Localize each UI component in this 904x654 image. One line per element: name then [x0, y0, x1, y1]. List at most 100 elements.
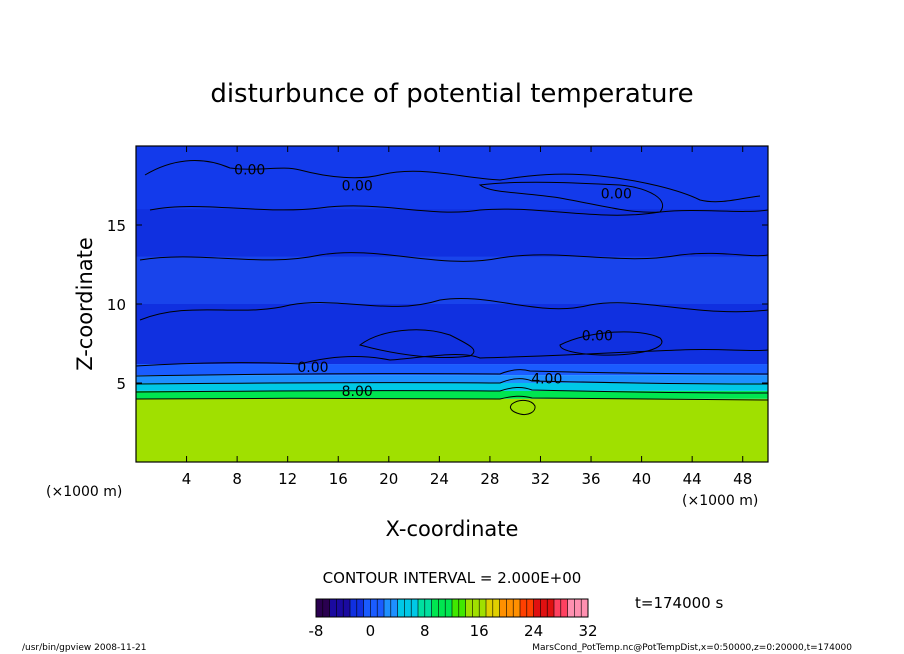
contour-line: [136, 348, 768, 367]
x-tick-label: 36: [581, 470, 600, 488]
field-band: [136, 390, 768, 399]
x-unit-right: (×1000 m): [682, 493, 758, 509]
colorbar-cell: [479, 599, 487, 617]
x-tick-label: 28: [480, 470, 499, 488]
colorbar-cell: [370, 599, 378, 617]
time-label: t=174000 s: [635, 594, 723, 612]
contour-labels: 0.00 0.00 0.00 0.00 0.00 4.00 8.00: [234, 163, 632, 400]
colorbar-cell: [581, 599, 589, 617]
y-tick-label: 10: [107, 296, 126, 314]
heatmap-field: [136, 146, 768, 462]
field-band: [136, 146, 768, 365]
field-band: [136, 375, 768, 383]
contour-label: 0.00: [297, 360, 328, 376]
x-tick-label: 40: [632, 470, 651, 488]
y-axis-label: Z-coordinate: [73, 237, 97, 371]
contour-label: 0.00: [342, 179, 373, 195]
colorbar-tick-label: 8: [420, 622, 430, 640]
contour-label: 8.00: [342, 384, 373, 400]
colorbar-cell: [513, 599, 521, 617]
colorbar-cell: [418, 599, 426, 617]
footer-right: MarsCond_PotTemp.nc@PotTempDist,x=0:5000…: [532, 643, 852, 653]
footer-left: /usr/bin/gpview 2008-11-21: [22, 643, 146, 653]
colorbar-cell: [452, 599, 460, 617]
colorbar-cell: [350, 599, 358, 617]
contour-line: [136, 395, 768, 401]
field-band: [136, 364, 768, 376]
x-tick-label: 4: [182, 470, 192, 488]
colorbar-cell: [316, 599, 324, 617]
colorbar-cell: [458, 599, 467, 617]
contour-line: [136, 378, 768, 385]
colorbar-cell: [445, 599, 453, 617]
colorbar-cell: [384, 599, 392, 617]
colorbar-cell: [390, 599, 399, 617]
colorbar-cell: [547, 599, 555, 617]
colorbar-cell: [329, 599, 337, 617]
colorbar-cell: [533, 599, 541, 617]
colorbar-cell: [492, 599, 501, 617]
colorbar-tick-label: 32: [578, 622, 597, 640]
colorbar-cell: [356, 599, 365, 617]
colorbar-cell: [336, 599, 344, 617]
x-axis-label: X-coordinate: [386, 517, 519, 541]
colorbar-cell: [343, 599, 351, 617]
contour-label: 4.00: [531, 371, 562, 387]
y-axis: 5 10 15: [107, 217, 768, 393]
contour-lines: [136, 160, 768, 415]
field-band: [136, 398, 768, 462]
x-tick-label: 20: [379, 470, 398, 488]
y-tick-label: 15: [107, 217, 126, 235]
colorbar-cell: [438, 599, 446, 617]
chart-title: disturbunce of potential temperature: [210, 79, 693, 109]
contour-line: [358, 329, 475, 359]
x-tick-label: 48: [733, 470, 752, 488]
x-unit-left: (×1000 m): [46, 484, 122, 500]
contour-interval-label: CONTOUR INTERVAL = 2.000E+00: [323, 569, 582, 587]
colorbar-cell: [322, 599, 331, 617]
contour-line: [139, 297, 768, 321]
x-axis: 4 8 12 16 20 24 28 32 36 40 44 48: [182, 146, 752, 488]
colorbar-cell: [554, 599, 562, 617]
colorbar-cell: [431, 599, 439, 617]
x-tick-label: 44: [683, 470, 702, 488]
colorbar-cell: [377, 599, 385, 617]
colorbar-cell: [465, 599, 473, 617]
contour-line: [509, 399, 536, 415]
colorbar-cell: [404, 599, 412, 617]
x-tick-label: 8: [232, 470, 242, 488]
colorbar-cell: [499, 599, 507, 617]
colorbar-ticks: -8 0 8 16 24 32: [309, 622, 598, 640]
colorbar-cell: [574, 599, 582, 617]
contour-line: [149, 205, 768, 216]
contour-label: 0.00: [582, 329, 613, 345]
colorbar: [315, 599, 589, 617]
colorbar-tick-label: 24: [524, 622, 543, 640]
contour-label: 0.00: [234, 163, 265, 179]
contour-line: [136, 369, 768, 377]
colorbar-cell: [397, 599, 405, 617]
field-band: [136, 383, 768, 391]
x-tick-label: 32: [531, 470, 550, 488]
contour-line: [559, 331, 663, 356]
colorbar-cell: [472, 599, 480, 617]
colorbar-cell: [486, 599, 494, 617]
x-tick-label: 24: [430, 470, 449, 488]
contour-line: [136, 387, 768, 394]
colorbar-cell: [560, 599, 569, 617]
contour-line: [144, 160, 761, 203]
colorbar-cell: [540, 599, 548, 617]
colorbar-tick-label: -8: [309, 622, 324, 640]
colorbar-cell: [526, 599, 535, 617]
field-band: [136, 256, 768, 304]
colorbar-cell: [411, 599, 419, 617]
field-band: [136, 146, 768, 210]
colorbar-cell: [424, 599, 433, 617]
colorbar-cell: [363, 599, 371, 617]
y-tick-label: 5: [116, 375, 126, 393]
contour-line: [139, 252, 768, 262]
colorbar-tick-label: 0: [366, 622, 376, 640]
colorbar-cell: [520, 599, 528, 617]
x-tick-label: 16: [329, 470, 348, 488]
